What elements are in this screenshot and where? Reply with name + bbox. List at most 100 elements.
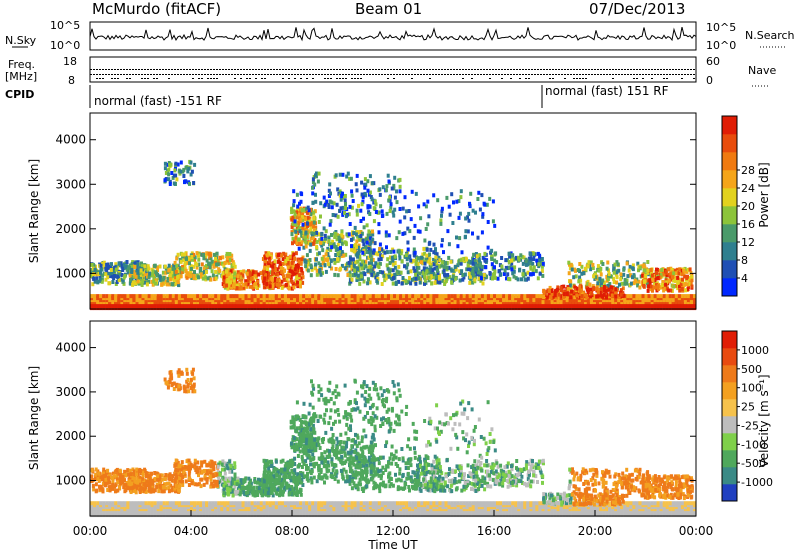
heatmap-cell xyxy=(447,255,451,260)
heatmap-cell xyxy=(369,258,373,263)
heatmap-cell xyxy=(271,264,275,269)
heatmap-cell xyxy=(147,275,151,280)
heatmap-cell xyxy=(357,264,361,269)
heatmap-cell xyxy=(226,282,230,287)
heatmap-cell xyxy=(479,278,483,283)
freq-marker xyxy=(456,69,458,70)
heatmap-cell xyxy=(273,278,277,283)
heatmap-cell xyxy=(642,284,646,289)
heatmap-cell xyxy=(227,276,231,281)
heatmap-cell xyxy=(393,261,397,265)
heatmap-cell xyxy=(180,270,184,274)
heatmap-cell xyxy=(318,267,322,272)
heatmap-cell xyxy=(334,233,338,238)
heatmap-cell xyxy=(331,213,335,217)
nave-marker xyxy=(93,74,95,75)
heatmap-cell xyxy=(424,227,428,231)
heatmap-cell xyxy=(314,262,318,267)
heatmap-cell xyxy=(364,246,367,250)
heatmap-cell xyxy=(587,260,591,265)
heatmap-cell xyxy=(134,274,138,279)
heatmap-cell xyxy=(244,294,248,299)
heatmap-cell xyxy=(232,262,236,267)
heatmap-cell xyxy=(608,282,612,286)
heatmap-cell xyxy=(308,218,312,223)
freq-marker xyxy=(342,69,344,70)
heatmap-cell xyxy=(263,258,267,262)
nave-marker xyxy=(636,74,638,75)
freq-marker xyxy=(192,69,194,70)
heatmap-cell xyxy=(493,223,497,228)
freq-marker xyxy=(114,69,116,70)
heatmap-cell xyxy=(133,261,137,266)
heatmap-cell xyxy=(289,266,293,271)
heatmap-cell xyxy=(223,294,227,299)
nave-marker xyxy=(183,74,185,75)
heatmap-cell xyxy=(447,294,451,299)
nave-marker xyxy=(171,74,173,75)
heatmap-cell xyxy=(292,285,296,290)
heatmap-cell xyxy=(672,271,676,276)
heatmap-cell xyxy=(590,291,594,296)
heatmap-cell xyxy=(123,264,127,269)
heatmap-cell xyxy=(343,198,347,203)
colorbar-segment xyxy=(722,260,737,279)
heatmap-cell xyxy=(508,254,512,259)
heatmap-cell xyxy=(284,282,288,287)
heatmap-cell xyxy=(278,260,282,265)
freq-marker xyxy=(117,69,119,70)
heatmap-cell xyxy=(253,294,257,299)
heatmap-cell xyxy=(174,294,178,299)
heatmap-cell xyxy=(599,266,603,271)
heatmap-cell xyxy=(459,261,463,266)
freq-marker xyxy=(417,69,419,70)
heatmap-cell xyxy=(261,275,265,280)
freq-marker xyxy=(561,69,563,70)
freq-marker xyxy=(486,69,488,70)
heatmap-cell xyxy=(381,254,385,259)
heatmap-cell xyxy=(391,281,395,286)
nave-marker xyxy=(414,74,416,75)
heatmap-cell xyxy=(296,228,300,233)
heatmap-cell xyxy=(440,213,443,218)
heatmap-cell xyxy=(280,253,284,258)
heatmap-cell xyxy=(308,294,312,299)
heatmap-cell xyxy=(451,274,455,279)
heatmap-cell xyxy=(398,184,402,189)
heatmap-cell xyxy=(510,261,514,266)
freq-marker xyxy=(249,69,251,70)
heatmap-cell xyxy=(428,240,432,245)
heatmap-cell xyxy=(459,258,463,263)
heatmap-cell xyxy=(175,177,179,182)
cpid-mode-1: normal (fast) -151 RF xyxy=(94,94,222,108)
heatmap-cell xyxy=(578,275,582,280)
nave-marker xyxy=(459,74,461,75)
heatmap-cell xyxy=(465,257,468,262)
heatmap-cell xyxy=(352,249,356,254)
nave-marker xyxy=(510,74,512,75)
heatmap-cell xyxy=(477,294,481,299)
heatmap-cell xyxy=(185,271,189,276)
heatmap-cell xyxy=(392,213,396,218)
heatmap-cell xyxy=(385,211,389,216)
nave-marker xyxy=(351,74,353,75)
freq-marker xyxy=(357,78,359,79)
heatmap-cell xyxy=(339,266,343,271)
heatmap-cell xyxy=(111,269,115,274)
freq-marker xyxy=(240,78,242,79)
nave-marker xyxy=(645,74,647,75)
freq-marker xyxy=(342,78,344,79)
heatmap-cell xyxy=(306,261,310,266)
nave-marker xyxy=(234,74,236,75)
noise-sky-trace xyxy=(89,26,697,42)
nave-marker xyxy=(231,74,233,75)
heatmap-cell xyxy=(425,266,429,271)
colorbar-segment xyxy=(722,206,737,225)
heatmap-cell xyxy=(178,266,182,271)
nave-marker xyxy=(555,74,557,75)
heatmap-cell xyxy=(250,294,254,299)
heatmap-cell xyxy=(367,229,371,234)
heatmap-cell xyxy=(280,294,285,299)
colorbar-tick-label: 8 xyxy=(741,254,748,267)
heatmap-cell xyxy=(433,280,437,285)
